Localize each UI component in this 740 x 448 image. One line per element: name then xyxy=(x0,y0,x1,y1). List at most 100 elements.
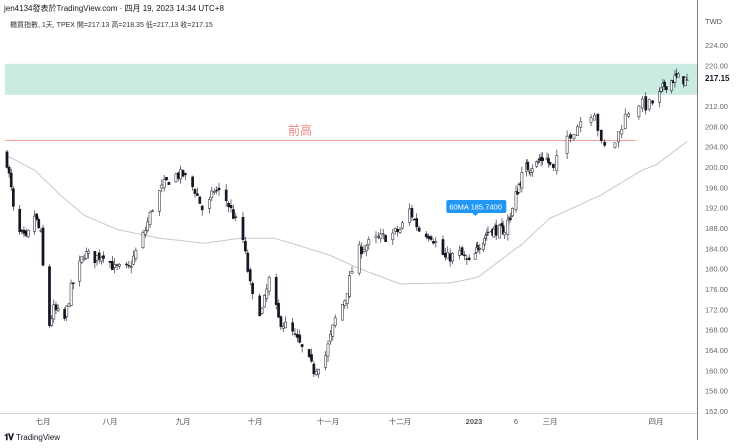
candle xyxy=(87,248,90,259)
candle-body-down xyxy=(424,233,428,238)
candle-body-up xyxy=(620,129,624,135)
candle xyxy=(141,229,145,249)
candle xyxy=(530,164,534,177)
price-tick-label: 168.00 xyxy=(705,326,728,335)
attribution-header: jen4134發表於TradingView.com · 四月 19, 2023 … xyxy=(4,4,224,13)
candle-body-down xyxy=(54,304,58,311)
candle xyxy=(248,267,252,286)
candle-body-down xyxy=(12,188,15,207)
candle-body-down xyxy=(296,334,299,338)
candle xyxy=(5,149,9,169)
candle-body-up xyxy=(458,250,462,256)
candle xyxy=(603,139,607,148)
candle-body-down xyxy=(429,236,433,240)
candle xyxy=(84,247,88,260)
candle-body-up xyxy=(151,210,154,212)
candle xyxy=(296,329,299,343)
candle-body-up xyxy=(326,343,330,357)
candle-body-up xyxy=(158,190,161,212)
tradingview-brand[interactable]: 𝟏𝐕 TradingView xyxy=(4,432,60,443)
candle xyxy=(374,231,378,244)
candle xyxy=(535,160,539,169)
candle-body-up xyxy=(148,211,152,225)
candle-body-down xyxy=(448,253,452,262)
candle-body-down xyxy=(552,163,555,168)
price-tick-label: 172.00 xyxy=(705,305,728,314)
candle-body-down xyxy=(48,266,51,326)
candle-body-up xyxy=(33,215,36,232)
candle-body-up xyxy=(536,161,540,163)
candle-body-down xyxy=(486,231,490,234)
candle xyxy=(441,235,445,256)
candle xyxy=(516,188,519,195)
candle xyxy=(263,294,266,308)
candle xyxy=(100,256,103,265)
candle xyxy=(465,254,469,265)
candle xyxy=(341,303,344,321)
candle-body-up xyxy=(179,169,182,180)
candle xyxy=(415,213,419,231)
candle xyxy=(224,184,228,207)
price-axis[interactable]: 224.00 220.00 212.00 208.00 204.00 200.00 196.… xyxy=(705,41,728,416)
candle xyxy=(637,105,641,120)
candle xyxy=(307,348,311,359)
candle-body-down xyxy=(463,254,466,257)
candle xyxy=(193,187,197,198)
candle-body-up xyxy=(143,230,147,235)
price-tick-label: 200.00 xyxy=(705,163,728,172)
candle-body-down xyxy=(111,261,114,270)
candle xyxy=(198,196,202,204)
candle-body-up xyxy=(640,98,644,109)
candle-body-down xyxy=(198,196,202,204)
candle xyxy=(677,71,680,78)
candle xyxy=(485,228,489,241)
candle xyxy=(274,273,278,310)
candle-body-up xyxy=(265,288,269,299)
candle-body-up xyxy=(210,190,214,198)
candle xyxy=(350,266,354,274)
price-tick-label: 196.00 xyxy=(705,183,728,192)
candle xyxy=(179,165,182,184)
candle-body-up xyxy=(685,79,689,81)
last-price-label: 217.15 xyxy=(705,74,730,83)
candle-body-down xyxy=(176,172,180,179)
price-tick-label: 184.00 xyxy=(705,244,728,253)
candle xyxy=(408,203,411,226)
candle xyxy=(576,124,579,136)
candle-body-up xyxy=(146,221,150,231)
candle-body-up xyxy=(398,229,402,233)
candle-body-down xyxy=(417,227,421,232)
candle-body-down xyxy=(108,261,112,263)
candle-body-down xyxy=(427,235,430,239)
candle xyxy=(71,282,75,290)
candle xyxy=(348,271,351,299)
candle xyxy=(281,322,285,333)
candle xyxy=(191,175,194,191)
candle xyxy=(227,201,230,213)
candle xyxy=(502,227,506,240)
candle-body-down xyxy=(279,316,283,327)
candle xyxy=(620,124,624,139)
time-axis[interactable]: 七月 八月 九月 十月 十一月 十二月 2023 6 三月 四月 xyxy=(36,416,664,426)
candle xyxy=(460,245,464,256)
candle xyxy=(69,279,73,307)
candle xyxy=(640,95,644,112)
candle xyxy=(132,250,135,266)
candle-body-up xyxy=(623,113,627,130)
candle xyxy=(95,255,99,266)
candle-body-up xyxy=(281,326,285,329)
candle xyxy=(644,92,648,115)
candle-body-up xyxy=(530,168,534,173)
candle-body-up xyxy=(365,245,368,252)
candle xyxy=(410,204,414,222)
candle-body-up xyxy=(379,233,383,239)
time-tick-label: 八月 xyxy=(103,417,118,426)
candle-body-down xyxy=(460,247,464,256)
candle xyxy=(324,350,327,371)
candle-body-up xyxy=(589,117,593,123)
candle-body-down xyxy=(215,189,218,192)
candle xyxy=(97,249,101,264)
candle xyxy=(37,216,41,229)
price-tick-label: 152.00 xyxy=(705,407,728,416)
